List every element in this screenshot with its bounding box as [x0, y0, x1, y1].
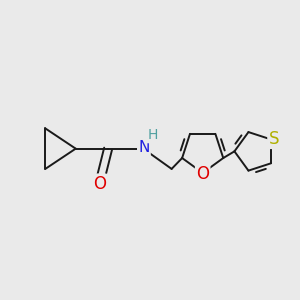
- Text: N: N: [138, 140, 150, 155]
- Text: O: O: [196, 165, 209, 183]
- Text: S: S: [268, 130, 279, 148]
- Text: O: O: [93, 175, 106, 193]
- Text: H: H: [148, 128, 158, 142]
